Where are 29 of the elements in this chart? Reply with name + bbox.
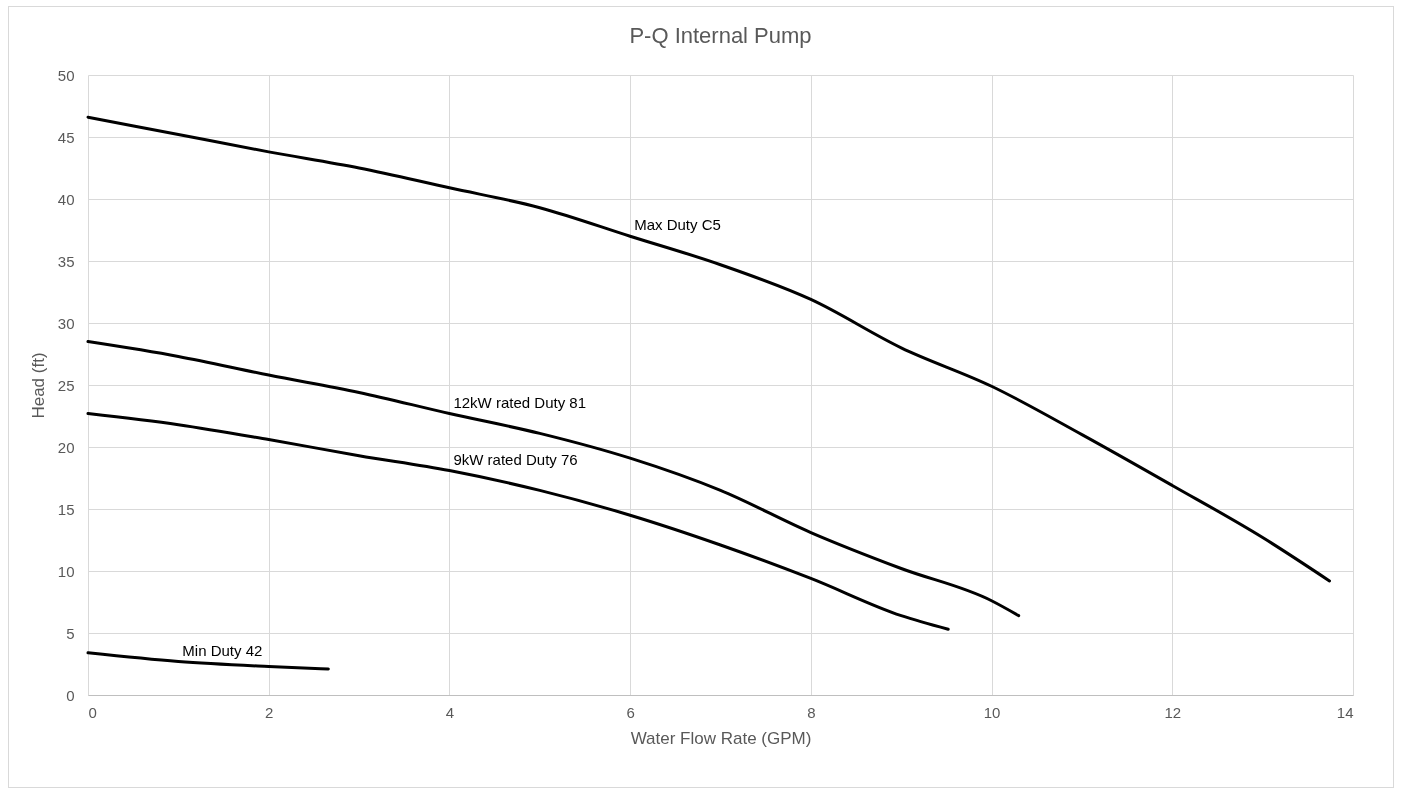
y-tick-label: 0 <box>66 686 75 704</box>
y-tick-label: 15 <box>57 500 75 518</box>
x-tick-label: 4 <box>445 703 455 721</box>
line-series <box>86 340 1021 618</box>
y-tick-label: 40 <box>57 190 75 208</box>
line-series <box>86 412 950 631</box>
y-tick-label: 30 <box>57 314 75 332</box>
chart-title: P-Q Internal Pump <box>629 23 812 48</box>
y-tick-label: 5 <box>66 624 75 642</box>
y-tick-label: 20 <box>57 438 75 456</box>
series-label: 9kW rated Duty 76 <box>453 450 578 468</box>
x-tick-label: 8 <box>807 703 816 721</box>
series-label: Max Duty C5 <box>634 216 721 234</box>
y-tick-label: 35 <box>57 252 75 270</box>
y-tick-label: 25 <box>57 376 75 394</box>
x-tick-label: 12 <box>1164 703 1182 721</box>
x-tick-label: 6 <box>626 703 635 721</box>
line-series <box>86 115 1332 583</box>
series-label: Min Duty 42 <box>182 641 263 659</box>
x-tick-label: 10 <box>983 703 1001 721</box>
x-axis-title: Water Flow Rate (GPM) <box>630 728 812 748</box>
y-tick-label: 10 <box>57 562 75 580</box>
y-tick-label: 45 <box>57 128 75 146</box>
x-tick-label: 2 <box>265 703 274 721</box>
x-tick-label: 0 <box>88 703 97 721</box>
series-label: 12kW rated Duty 81 <box>453 393 586 411</box>
x-tick-label: 14 <box>1336 703 1354 721</box>
y-axis-title: Head (ft) <box>28 352 48 419</box>
y-tick-label: 50 <box>57 66 75 84</box>
